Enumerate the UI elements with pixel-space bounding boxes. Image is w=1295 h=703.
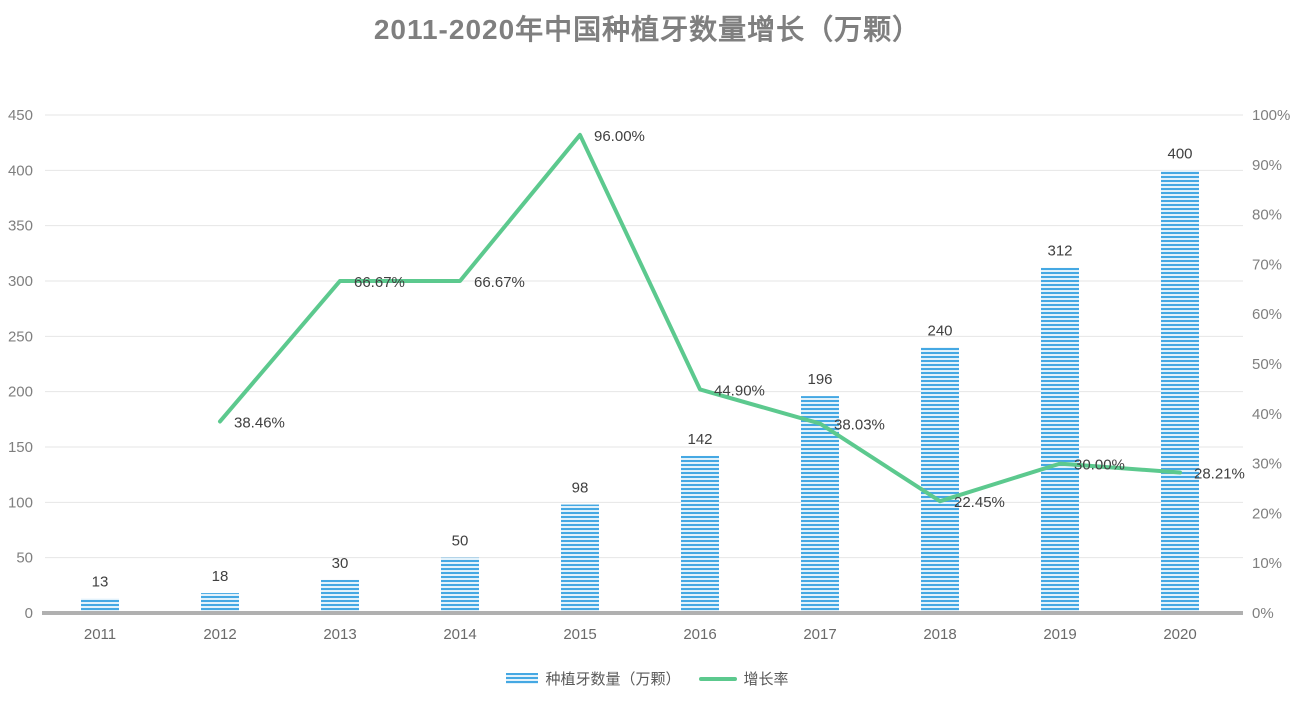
growth-rate-label: 96.00% [594, 128, 645, 145]
line-series-legend-label: 增长率 [743, 671, 789, 688]
right-axis-tick: 80% [1252, 207, 1282, 224]
x-axis-label: 2011 [84, 626, 116, 643]
bar-value-label: 30 [332, 555, 349, 572]
left-axis-tick: 350 [8, 218, 33, 235]
x-axis-label: 2015 [563, 626, 596, 643]
bar-value-label: 142 [687, 431, 712, 448]
bar-value-label: 18 [212, 568, 229, 585]
x-axis-label: 2019 [1043, 626, 1076, 643]
bar-value-label: 196 [807, 371, 832, 388]
left-axis-tick: 150 [8, 439, 33, 456]
right-axis-tick: 40% [1252, 406, 1282, 423]
x-axis-label: 2016 [683, 626, 716, 643]
left-axis-tick: 200 [8, 384, 33, 401]
bar-series-legend-label: 种植牙数量（万颗） [545, 671, 681, 688]
growth-rate-label: 22.45% [954, 494, 1005, 511]
legend-item-bar-series: 种植牙数量（万颗） [506, 668, 681, 689]
x-axis-label: 2020 [1163, 626, 1196, 643]
legend-item-line-series: 增长率 [698, 668, 789, 689]
bar-value-label: 50 [452, 533, 469, 550]
x-axis-label: 2018 [923, 626, 956, 643]
right-axis-tick: 30% [1252, 456, 1282, 473]
bar-value-label: 98 [572, 480, 589, 497]
bar-2019 [1041, 267, 1079, 613]
left-axis-tick: 100 [8, 494, 33, 511]
bar-2011 [81, 598, 119, 613]
bar-2020 [1161, 170, 1199, 614]
left-axis-tick: 300 [8, 273, 33, 290]
line-series-swatch-icon [698, 676, 737, 681]
x-axis-label: 2017 [803, 626, 836, 643]
growth-rate-label: 38.03% [834, 417, 885, 434]
bar-value-label: 400 [1167, 145, 1192, 162]
chart-title: 2011-2020年中国种植牙数量增长（万颗） [373, 14, 922, 45]
right-axis-tick: 90% [1252, 157, 1282, 174]
right-axis-tick: 0% [1252, 605, 1274, 622]
growth-rate-label: 38.46% [234, 414, 285, 431]
bar-2014 [441, 557, 479, 613]
bar-series-swatch-icon [506, 673, 539, 684]
right-axis-tick: 60% [1252, 306, 1282, 323]
bar-2018 [921, 347, 959, 613]
right-axis-tick: 20% [1252, 505, 1282, 522]
bar-value-label: 13 [92, 574, 109, 591]
left-axis-tick: 250 [8, 328, 33, 345]
growth-rate-label: 28.21% [1194, 466, 1245, 483]
left-axis-tick: 0 [25, 605, 33, 622]
bar-2012 [201, 593, 239, 613]
growth-rate-label: 66.67% [474, 274, 525, 291]
right-axis-tick: 70% [1252, 256, 1282, 273]
right-axis-tick: 10% [1252, 555, 1282, 572]
legend: 种植牙数量（万颗） 增长率 [0, 668, 1295, 689]
left-axis-tick: 400 [8, 162, 33, 179]
bar-2015 [561, 504, 599, 613]
left-axis-tick: 50 [16, 550, 33, 567]
growth-rate-label: 44.90% [714, 382, 765, 399]
right-axis-tick: 50% [1252, 356, 1282, 373]
growth-rate-label: 66.67% [354, 274, 405, 291]
bar-value-label: 312 [1047, 243, 1072, 260]
right-axis-tick: 100% [1252, 107, 1290, 124]
growth-rate-line [218, 132, 1182, 504]
bar-2016 [681, 455, 719, 613]
x-axis-label: 2014 [443, 626, 476, 643]
x-axis-label: 2012 [203, 626, 236, 643]
bar-2013 [321, 579, 359, 613]
x-axis-label: 2013 [323, 626, 356, 643]
bar-value-label: 240 [927, 322, 952, 339]
left-axis-tick: 450 [8, 107, 33, 124]
growth-rate-label: 30.00% [1074, 457, 1125, 474]
